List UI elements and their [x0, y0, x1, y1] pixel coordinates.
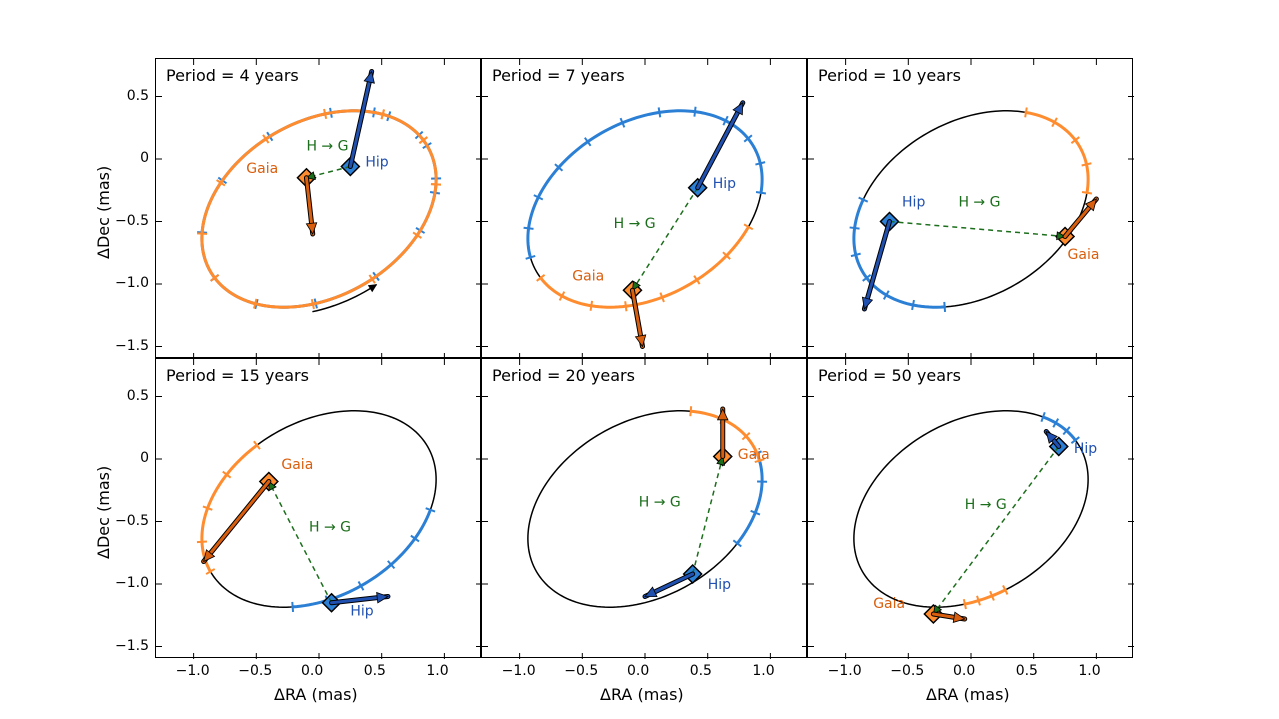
xtick-label: 0.0	[627, 663, 649, 679]
ytick-label: −1.5	[104, 638, 149, 654]
panel-svg: Period = 4 years Hip Gaia H → G	[156, 59, 482, 359]
hip-label: Hip	[350, 603, 373, 619]
hip-label: Hip	[902, 195, 925, 211]
hg-label: H → G	[958, 195, 1000, 211]
hip-label: Hip	[713, 176, 736, 192]
xtick-label: 0.0	[301, 663, 323, 679]
hg-label: H → G	[965, 497, 1007, 513]
subplot-panel: Period = 7 years Hip Gaia H → G	[481, 58, 807, 358]
ytick-label: 0.5	[104, 388, 149, 404]
xlabel: ΔRA (mas)	[926, 685, 1010, 704]
panel-title: Period = 15 years	[166, 366, 309, 385]
xtick-label: −1.0	[828, 663, 862, 679]
hip-label: Hip	[365, 155, 388, 171]
subplot-panel: Period = 20 yearsHipGaiaH → G−1.0−0.50.0…	[481, 358, 807, 658]
xtick-label: −1.0	[176, 663, 210, 679]
panel-title: Period = 7 years	[492, 66, 625, 85]
subplot-panel: Period = 10 years Hip Gaia H → G	[807, 58, 1133, 358]
hip-label: Hip	[708, 577, 731, 593]
gaia-label: Gaia	[1068, 247, 1100, 263]
panel-title: Period = 20 years	[492, 366, 635, 385]
ylabel: ΔDec (mas)	[94, 166, 113, 259]
ylabel: ΔDec (mas)	[94, 466, 113, 559]
hg-label: H → G	[639, 495, 681, 511]
gaia-label: Gaia	[281, 457, 313, 473]
gaia-label: Gaia	[738, 447, 770, 463]
xtick-label: 1.0	[426, 663, 448, 679]
xtick-label: −0.5	[564, 663, 598, 679]
panel-title: Period = 10 years	[818, 66, 961, 85]
xlabel: ΔRA (mas)	[274, 685, 358, 704]
ytick-label: −1.0	[104, 275, 149, 291]
ytick-label: −1.5	[104, 338, 149, 354]
gaia-label: Gaia	[572, 268, 604, 284]
xtick-label: 0.5	[690, 663, 712, 679]
panel-svg: Period = 15 years Hip Gaia H → G	[156, 359, 482, 659]
xlabel: ΔRA (mas)	[600, 685, 684, 704]
hg-label: H → G	[614, 216, 656, 232]
xtick-label: 1.0	[1078, 663, 1100, 679]
ytick-label: 0.5	[104, 88, 149, 104]
panel-title: Period = 4 years	[166, 66, 299, 85]
panel-title: Period = 50 years	[818, 366, 961, 385]
xtick-label: 0.0	[953, 663, 975, 679]
panel-svg: Period = 50 years Hip Gaia H → G	[808, 359, 1134, 659]
xtick-label: 0.5	[364, 663, 386, 679]
gaia-label: Gaia	[873, 596, 905, 612]
hip-label: Hip	[1074, 441, 1097, 457]
xtick-label: −0.5	[238, 663, 272, 679]
hg-label: H → G	[309, 520, 351, 536]
gaia-label: Gaia	[246, 161, 278, 177]
ytick-label: −1.0	[104, 575, 149, 591]
subplot-panel: Period = 15 yearsHipGaiaH → G−1.0−0.50.0…	[155, 358, 481, 658]
subplot-panel: Period = 4 yearsHipGaiaH → G−1.5−1.0−0.5…	[155, 58, 481, 358]
ytick-label: 0	[104, 450, 149, 466]
xtick-label: 1.0	[752, 663, 774, 679]
hg-label: H → G	[306, 138, 348, 154]
subplot-panel: Period = 50 yearsHipGaiaH → G−1.0−0.50.0…	[807, 358, 1133, 658]
panel-svg: Period = 20 years Hip Gaia H → G	[482, 359, 808, 659]
ytick-label: 0	[104, 150, 149, 166]
panel-svg: Period = 7 years Hip Gaia H → G	[482, 59, 808, 359]
xtick-label: −1.0	[502, 663, 536, 679]
figure-root: Period = 4 years Hip Gaia H → G −1.5 −1.0 −0.5…	[0, 0, 1279, 719]
xtick-label: −0.5	[890, 663, 924, 679]
xtick-label: 0.5	[1016, 663, 1038, 679]
panel-svg: Period = 10 years Hip Gaia H → G	[808, 59, 1134, 359]
